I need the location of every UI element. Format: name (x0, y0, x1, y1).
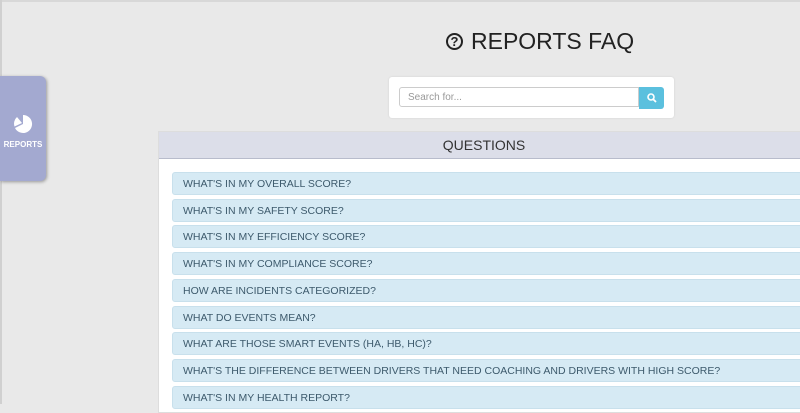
questions-panel: QUESTIONS WHAT'S IN MY OVERALL SCORE? WHA… (158, 131, 800, 413)
faq-question-item[interactable]: WHAT'S IN MY EFFICIENCY SCORE? (172, 225, 800, 249)
page-title: ? REPORTS FAQ (446, 28, 634, 55)
faq-question-item[interactable]: WHAT'S THE DIFFERENCE BETWEEN DRIVERS TH… (172, 358, 800, 382)
faq-question-item[interactable]: WHAT DO EVENTS MEAN? (172, 305, 800, 329)
sidebar-reports-label: REPORTS (3, 140, 43, 149)
faq-question-item[interactable]: WHAT ARE THOSE SMART EVENTS (HA, HB, HC)… (172, 332, 800, 356)
questions-heading: QUESTIONS (159, 132, 800, 159)
page-title-text: REPORTS FAQ (471, 28, 635, 54)
question-circle-icon: ? (446, 33, 463, 50)
search-card (389, 77, 674, 118)
top-border (0, 0, 800, 2)
left-border (0, 0, 2, 404)
search-icon (646, 93, 657, 103)
pie-chart-icon (14, 114, 33, 133)
sidebar-reports-tab[interactable]: REPORTS (0, 76, 46, 181)
search-button[interactable] (639, 87, 664, 109)
search-input[interactable] (399, 87, 639, 107)
faq-question-item[interactable]: WHAT'S IN MY HEALTH REPORT? (172, 385, 800, 409)
faq-question-item[interactable]: WHAT'S IN MY SAFETY SCORE? (172, 198, 800, 222)
faq-question-item[interactable]: HOW ARE INCIDENTS CATEGORIZED? (172, 278, 800, 302)
faq-question-item[interactable]: WHAT'S IN MY OVERALL SCORE? (172, 172, 800, 195)
faq-question-item[interactable]: WHAT'S IN MY COMPLIANCE SCORE? (172, 252, 800, 276)
